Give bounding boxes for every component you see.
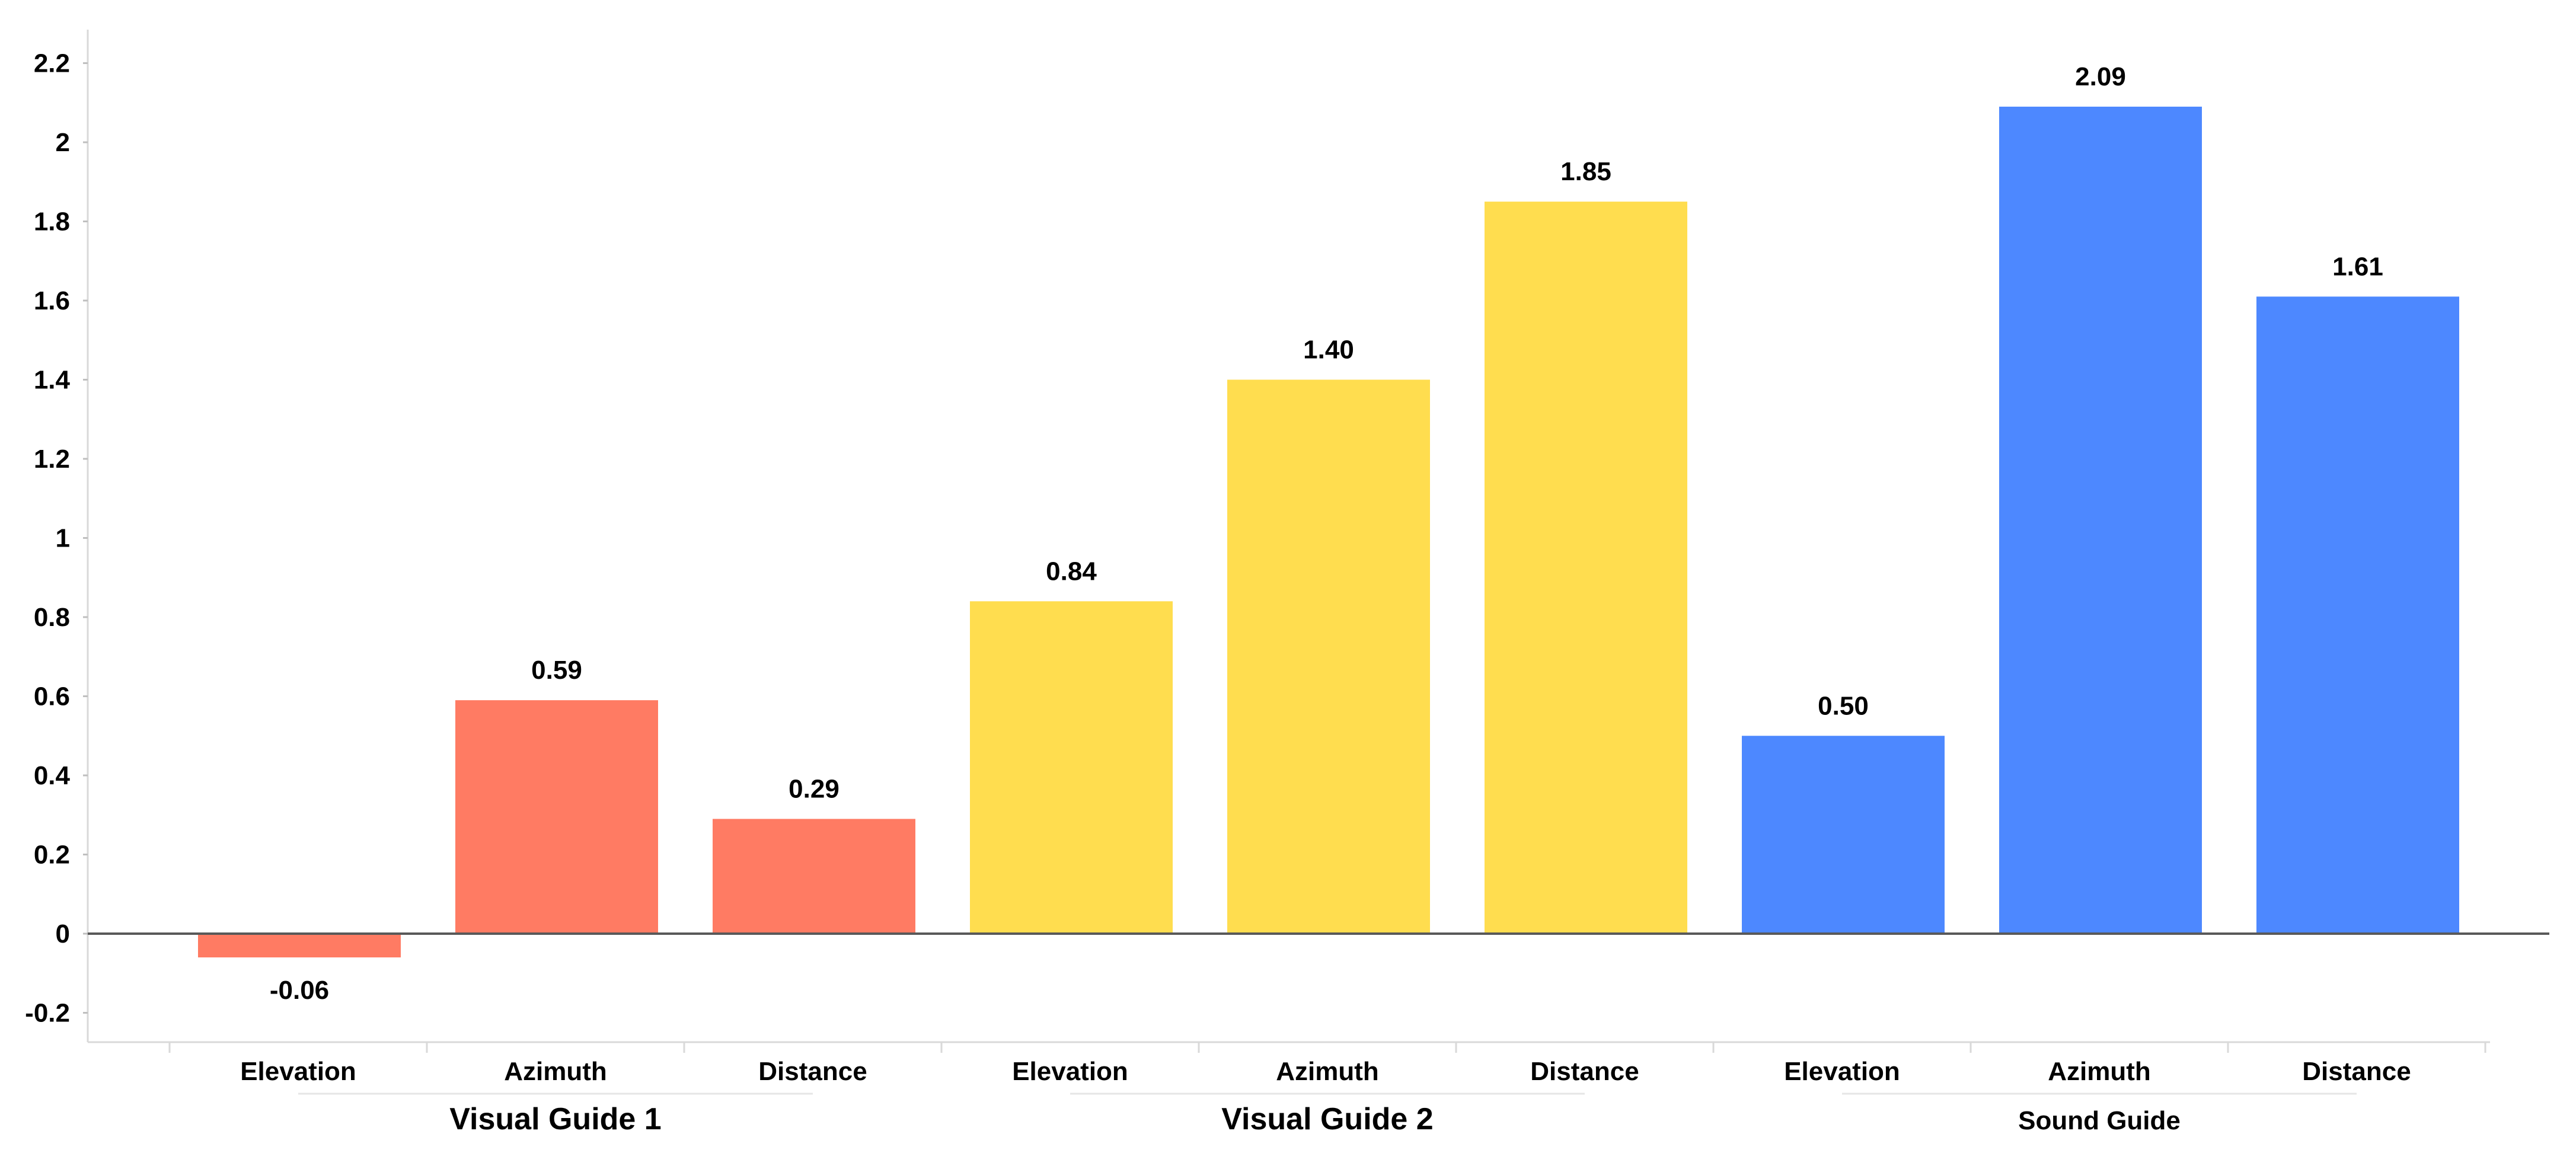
data-label: 0.50 — [1818, 691, 1869, 720]
data-label: 0.29 — [789, 774, 839, 803]
labels-layer: -0.06 Elevation 0.59 Azimuth 0.29 Distance Vis… — [88, 62, 2549, 1136]
data-label: 1.85 — [1560, 157, 1611, 186]
y-tick-label: 0 — [56, 919, 70, 948]
category-label: Elevation — [240, 1057, 356, 1086]
group-label: Sound Guide — [2018, 1106, 2181, 1135]
y-tick-label: 1.8 — [34, 207, 70, 237]
y-tick-label: 0.2 — [34, 841, 70, 870]
y-tick-label: 1.4 — [34, 366, 71, 395]
y-tick-label: -0.2 — [25, 999, 70, 1028]
y-tick-label: 1.2 — [34, 445, 70, 474]
bar-visual-guide-1-elevation — [198, 934, 401, 958]
data-label: 1.40 — [1303, 336, 1354, 365]
group-label: Visual Guide 1 — [449, 1102, 661, 1136]
data-label: 0.59 — [531, 656, 582, 685]
y-tick-label: 2 — [56, 128, 70, 157]
bar-visual-guide-2-elevation — [970, 601, 1173, 934]
axes-layer: -0.2 0 0.2 0.4 0.6 0.8 1 1.2 1.4 1.6 1.8 2 2.2 — [25, 30, 2490, 1095]
category-label: Azimuth — [1276, 1057, 1379, 1086]
y-tick-label: 2.2 — [34, 49, 70, 78]
category-label: Elevation — [1784, 1057, 1900, 1086]
y-tick-label: 1 — [56, 524, 70, 553]
bar-visual-guide-2-distance — [1485, 202, 1687, 934]
group-label: Visual Guide 2 — [1221, 1102, 1433, 1136]
bars-layer — [198, 106, 2459, 958]
category-label: Distance — [2302, 1057, 2411, 1086]
y-tick-label: 0.8 — [34, 603, 70, 632]
bar-sound-guide-azimuth — [1999, 106, 2202, 934]
bar-sound-guide-elevation — [1742, 736, 1945, 934]
category-label: Distance — [758, 1057, 867, 1086]
y-tick-label: 1.6 — [34, 286, 70, 315]
data-label: 1.61 — [2332, 252, 2383, 281]
data-label: -0.06 — [270, 976, 329, 1005]
bar-visual-guide-1-azimuth — [455, 700, 658, 934]
data-label: 2.09 — [2075, 62, 2126, 91]
data-label: 0.84 — [1046, 557, 1097, 586]
y-tick-label: 0.6 — [34, 682, 70, 711]
bar-visual-guide-2-azimuth — [1227, 379, 1430, 934]
category-label: Distance — [1530, 1057, 1639, 1086]
bar-visual-guide-1-distance — [713, 819, 915, 934]
category-label: Azimuth — [504, 1057, 607, 1086]
y-tick-label: 0.4 — [34, 761, 71, 790]
bar-sound-guide-distance — [2256, 296, 2459, 934]
category-label: Elevation — [1012, 1057, 1128, 1086]
category-label: Azimuth — [2048, 1057, 2151, 1086]
